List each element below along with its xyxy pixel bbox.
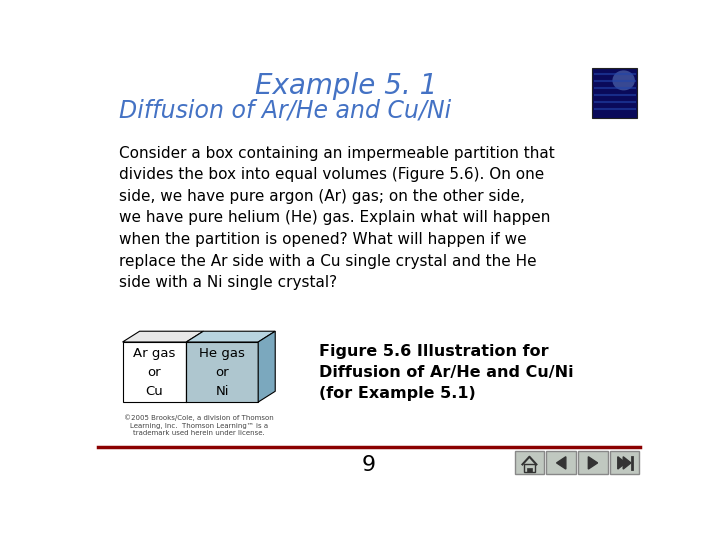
- Bar: [546, 451, 576, 475]
- Polygon shape: [624, 457, 631, 469]
- Text: Diffusion of Ar/He and Cu/Ni: Diffusion of Ar/He and Cu/Ni: [120, 99, 451, 123]
- Text: Figure 5.6 Illustration for
Diffusion of Ar/He and Cu/Ni
(for Example 5.1): Figure 5.6 Illustration for Diffusion of…: [319, 343, 573, 401]
- Text: 9: 9: [362, 455, 376, 475]
- Text: Example 5. 1: Example 5. 1: [255, 72, 437, 100]
- Polygon shape: [186, 331, 275, 342]
- Polygon shape: [122, 342, 186, 402]
- Text: Ar gas
or
Cu: Ar gas or Cu: [133, 347, 176, 397]
- Bar: [524, 464, 535, 472]
- Text: ©2005 Brooks/Cole, a division of Thomson
Learning, Inc.  Thomson Learning™ is a
: ©2005 Brooks/Cole, a division of Thomson…: [124, 414, 274, 436]
- Ellipse shape: [613, 70, 635, 90]
- Text: He gas
or
Ni: He gas or Ni: [199, 347, 246, 397]
- Bar: [578, 451, 608, 475]
- Polygon shape: [588, 457, 598, 469]
- Bar: [515, 451, 544, 475]
- Polygon shape: [186, 342, 258, 402]
- Polygon shape: [557, 457, 566, 469]
- Text: Consider a box containing an impermeable partition that
divides the box into equ: Consider a box containing an impermeable…: [120, 146, 555, 291]
- Polygon shape: [122, 331, 203, 342]
- Bar: [527, 468, 532, 472]
- Bar: [593, 68, 637, 118]
- Bar: [610, 451, 639, 475]
- Polygon shape: [258, 331, 275, 402]
- Polygon shape: [618, 457, 626, 469]
